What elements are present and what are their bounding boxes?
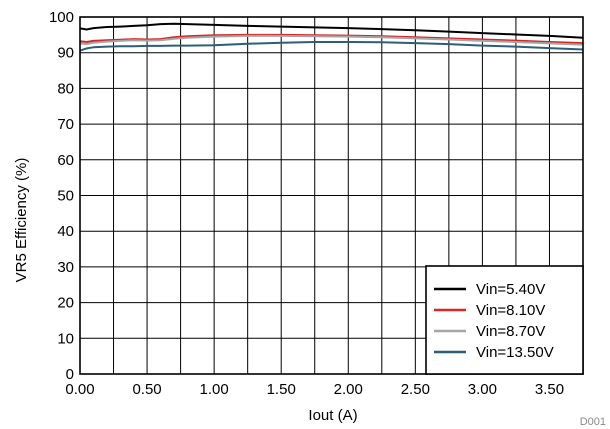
series-lines: [79, 22, 584, 52]
x-tick-label: 0.00: [65, 381, 94, 398]
y-tick-labels: 0 10 20 30 40 50 60 70 80 90 100: [49, 9, 74, 383]
series-line-3: [79, 34, 584, 46]
y-tick-label: 20: [57, 295, 74, 312]
y-tick-label: 100: [49, 9, 74, 26]
y-tick-label: 70: [57, 116, 74, 133]
y-tick-label: 40: [57, 223, 74, 240]
y-tick-label: 90: [57, 45, 74, 62]
x-tick-label: 2.50: [401, 381, 430, 398]
y-tick-label: 80: [57, 80, 74, 97]
legend-label: Vin=5.40V: [476, 281, 545, 298]
legend-label: Vin=8.70V: [476, 323, 545, 340]
series-line-4: [79, 41, 584, 52]
y-tick-label: 50: [57, 188, 74, 205]
x-axis-label: Iout (A): [308, 407, 357, 424]
legend: Vin=5.40V Vin=8.10V Vin=8.70V Vin=13.50V: [425, 265, 584, 375]
x-tick-label: 3.00: [468, 381, 497, 398]
y-tick-label: 60: [57, 152, 74, 169]
x-tick-label: 3.50: [535, 381, 564, 398]
y-axis-label: VR5 Efficiency (%): [13, 158, 30, 283]
legend-label: Vin=13.50V: [476, 344, 554, 361]
x-tick-label: 1.50: [267, 381, 296, 398]
y-tick-label: 0: [66, 366, 74, 383]
x-tick-label: 0.50: [132, 381, 161, 398]
corner-label: D001: [580, 416, 606, 428]
x-tick-labels: 0.00 0.50 1.00 1.50 2.00 2.50 3.00 3.50: [65, 381, 564, 398]
plot-frame: [79, 16, 584, 375]
x-tick-label: 1.00: [200, 381, 229, 398]
legend-box: [425, 265, 584, 375]
legend-label: Vin=8.10V: [476, 302, 545, 319]
series-line-1: [79, 22, 584, 39]
y-tick-label: 10: [57, 330, 74, 347]
x-tick-label: 2.00: [334, 381, 363, 398]
series-line-2: [79, 33, 584, 45]
y-tick-label: 30: [57, 259, 74, 276]
